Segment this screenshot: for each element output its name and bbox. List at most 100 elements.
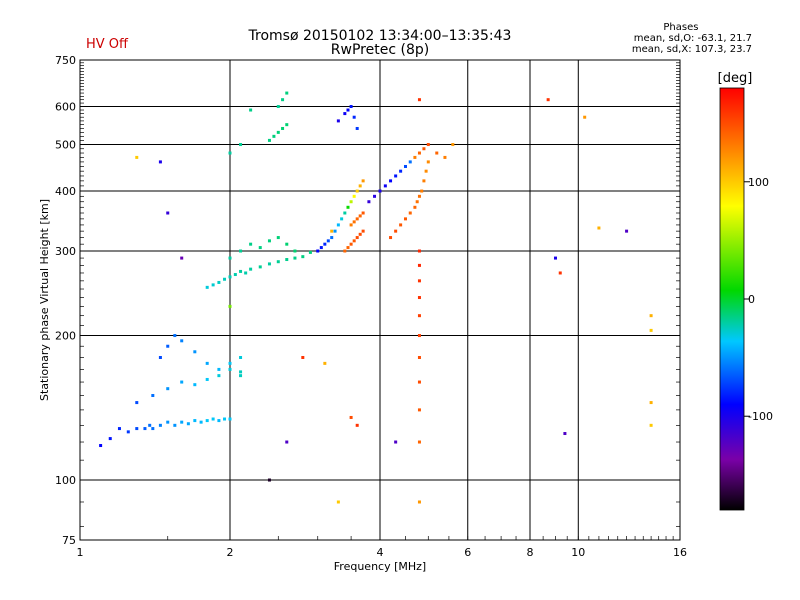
data-point	[413, 155, 417, 159]
data-point	[546, 98, 550, 102]
data-point	[308, 250, 312, 254]
data-point	[333, 229, 337, 233]
data-point	[276, 260, 280, 264]
data-point	[228, 304, 232, 308]
colorbar-tick-label: 100	[748, 176, 769, 189]
data-point	[443, 155, 447, 159]
data-point	[239, 269, 243, 273]
data-point	[417, 151, 421, 155]
data-point	[417, 194, 421, 198]
data-point	[285, 91, 289, 95]
data-point	[349, 223, 353, 227]
data-point	[301, 355, 305, 359]
data-point	[394, 440, 398, 444]
data-point	[276, 236, 280, 240]
data-point	[422, 147, 426, 151]
data-point	[408, 160, 412, 164]
data-point	[417, 500, 421, 504]
data-point	[239, 143, 243, 147]
data-point	[285, 123, 289, 127]
data-point	[193, 419, 197, 423]
y-tick-label: 400	[55, 185, 76, 198]
data-point	[649, 314, 653, 318]
data-point	[378, 189, 382, 193]
data-point	[148, 423, 152, 427]
data-point	[349, 105, 353, 109]
data-point	[408, 211, 412, 215]
data-point	[180, 380, 184, 384]
data-point	[249, 267, 253, 271]
data-point	[361, 229, 365, 233]
data-point	[352, 194, 356, 198]
data-point	[267, 478, 271, 482]
data-point	[415, 200, 419, 204]
data-point	[173, 334, 177, 338]
data-point	[649, 401, 653, 405]
data-point	[336, 119, 340, 123]
data-point	[426, 143, 430, 147]
data-point	[355, 126, 359, 130]
data-point	[228, 417, 232, 421]
data-point	[205, 377, 209, 381]
y-tick-label: 100	[55, 474, 76, 487]
data-point	[349, 200, 353, 204]
data-point	[193, 350, 197, 354]
data-point	[301, 255, 305, 259]
data-point	[239, 355, 243, 359]
data-point	[367, 200, 371, 204]
data-point	[343, 112, 347, 116]
data-point	[205, 285, 209, 289]
data-point	[355, 236, 359, 240]
data-point	[158, 355, 162, 359]
data-point	[352, 220, 356, 224]
data-point	[336, 223, 340, 227]
data-point	[180, 339, 184, 343]
data-point	[343, 249, 347, 253]
x-tick-label: 10	[571, 546, 585, 559]
data-point	[417, 314, 421, 318]
data-point	[281, 126, 285, 130]
data-point	[258, 265, 262, 269]
data-point	[649, 328, 653, 332]
y-tick-label: 500	[55, 139, 76, 152]
data-point	[217, 280, 221, 284]
x-tick-label: 2	[227, 546, 234, 559]
data-point	[383, 184, 387, 188]
data-point	[135, 427, 139, 431]
data-point	[349, 415, 353, 419]
data-point	[352, 115, 356, 119]
data-point	[417, 408, 421, 412]
phases-x-stats: mean, sd,X: 107.3, 23.7	[631, 44, 752, 55]
data-point	[417, 296, 421, 300]
data-point	[426, 160, 430, 164]
data-point	[193, 383, 197, 387]
data-point	[361, 179, 365, 183]
data-point	[358, 232, 362, 236]
data-point	[151, 394, 155, 398]
data-point	[249, 242, 253, 246]
grid	[80, 60, 680, 540]
data-point	[244, 271, 248, 275]
data-point	[239, 249, 243, 253]
data-point	[417, 249, 421, 253]
data-point	[158, 423, 162, 427]
colorbar-label: [deg]	[718, 71, 753, 86]
data-point	[597, 226, 601, 230]
y-tick-label: 75	[62, 534, 76, 547]
data-point	[349, 242, 353, 246]
data-point	[205, 419, 209, 423]
x-tick-label: 1	[77, 546, 84, 559]
data-point	[413, 205, 417, 209]
data-point	[355, 217, 359, 221]
data-point	[158, 160, 162, 164]
data-point	[217, 419, 221, 423]
x-tick-label: 6	[464, 546, 471, 559]
data-point	[326, 239, 330, 243]
data-point	[285, 440, 289, 444]
data-point	[399, 169, 403, 173]
data-point	[217, 374, 221, 378]
data-point	[99, 444, 103, 448]
data-point	[323, 242, 327, 246]
data-point	[323, 361, 327, 365]
